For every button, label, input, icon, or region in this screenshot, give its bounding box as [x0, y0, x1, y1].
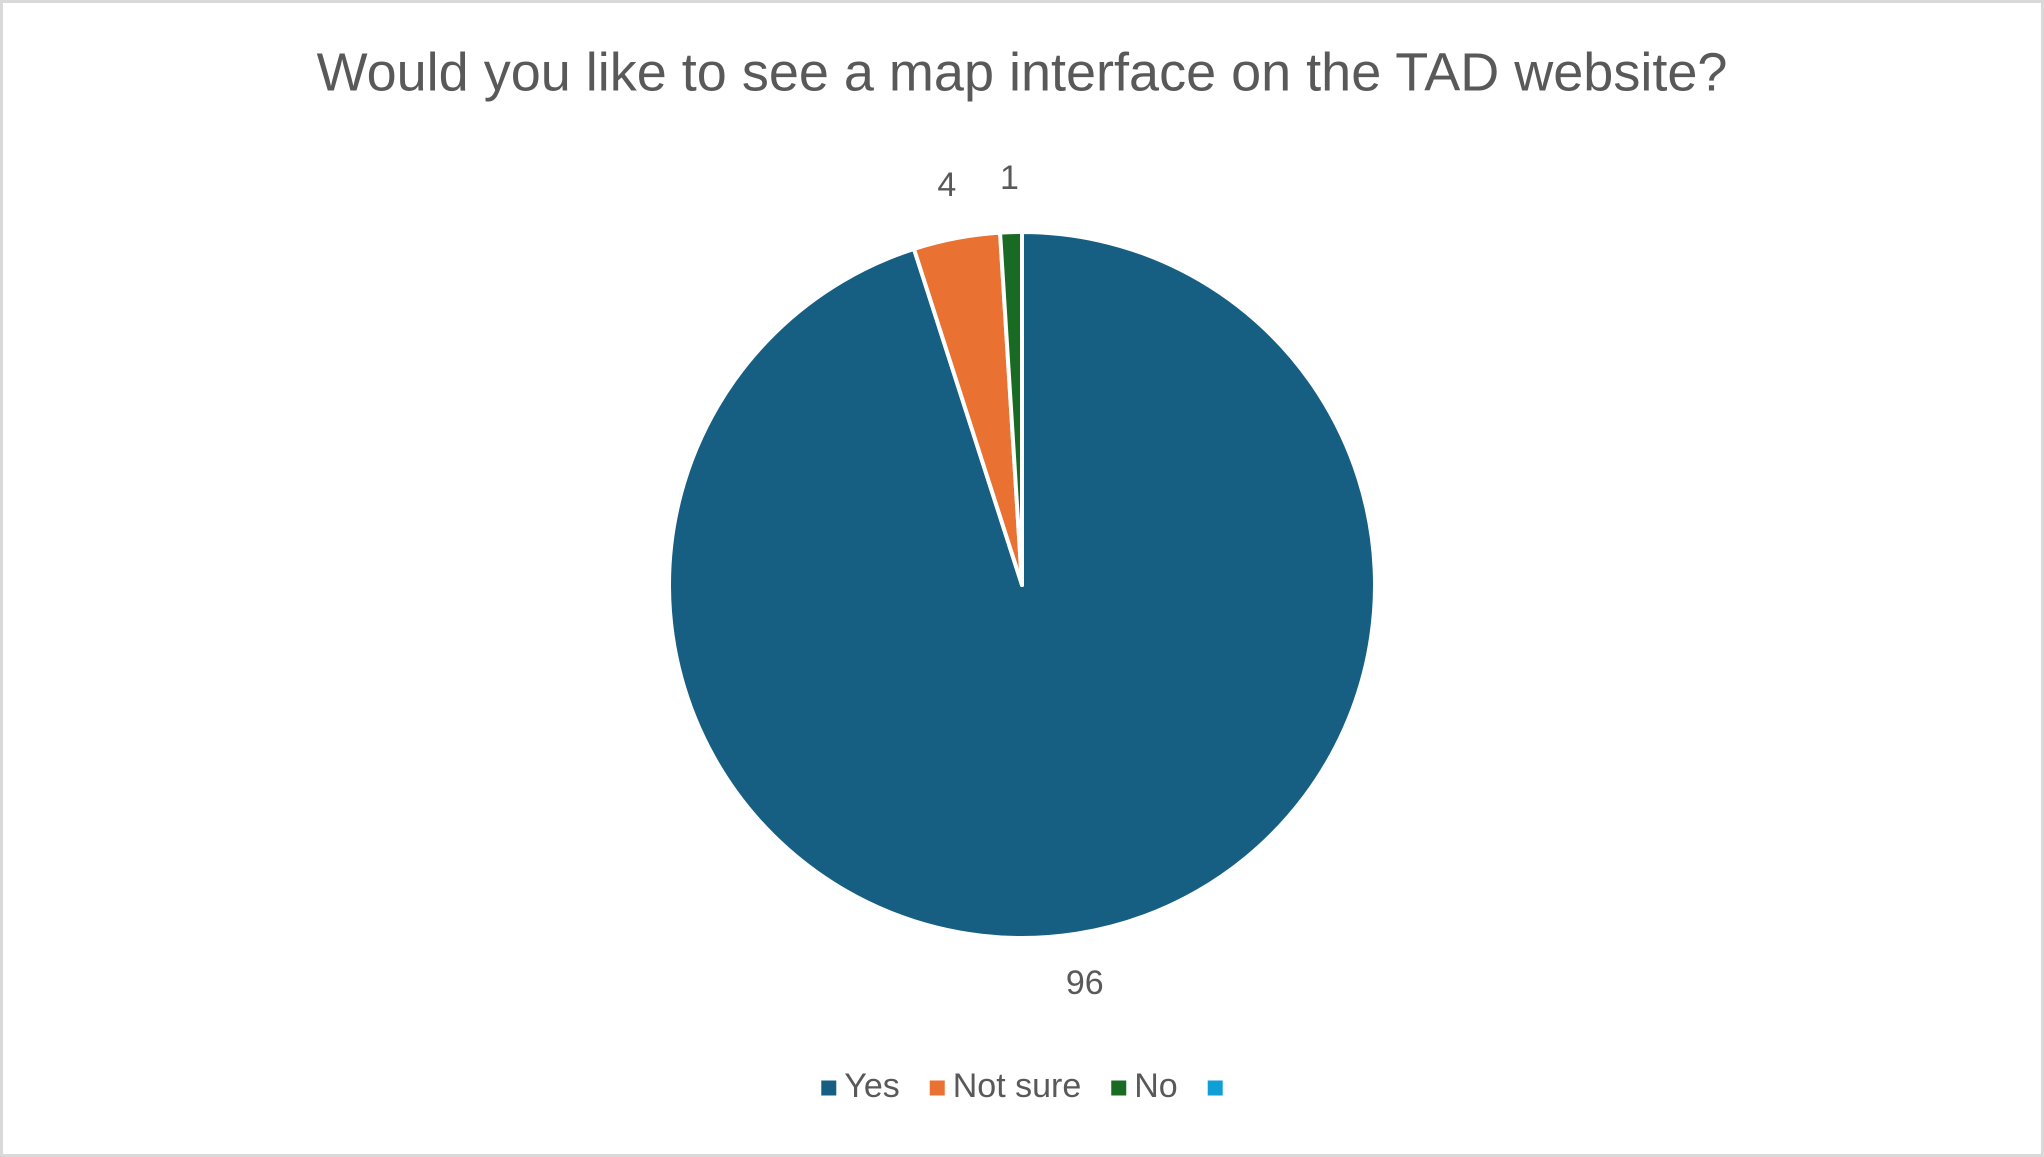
- data-label: 4: [937, 166, 956, 204]
- legend-label: Yes: [844, 1067, 899, 1105]
- legend-marker: [929, 1080, 945, 1096]
- legend-label: Not sure: [953, 1067, 1082, 1105]
- legend-marker: [1111, 1080, 1127, 1096]
- data-label: 96: [1066, 964, 1104, 1002]
- chart-title: Would you like to see a map interface on…: [317, 42, 1728, 102]
- legend-marker: [1207, 1080, 1223, 1096]
- legend-label: No: [1134, 1067, 1177, 1105]
- legend-marker: [821, 1080, 837, 1096]
- data-label: 1: [1000, 159, 1019, 197]
